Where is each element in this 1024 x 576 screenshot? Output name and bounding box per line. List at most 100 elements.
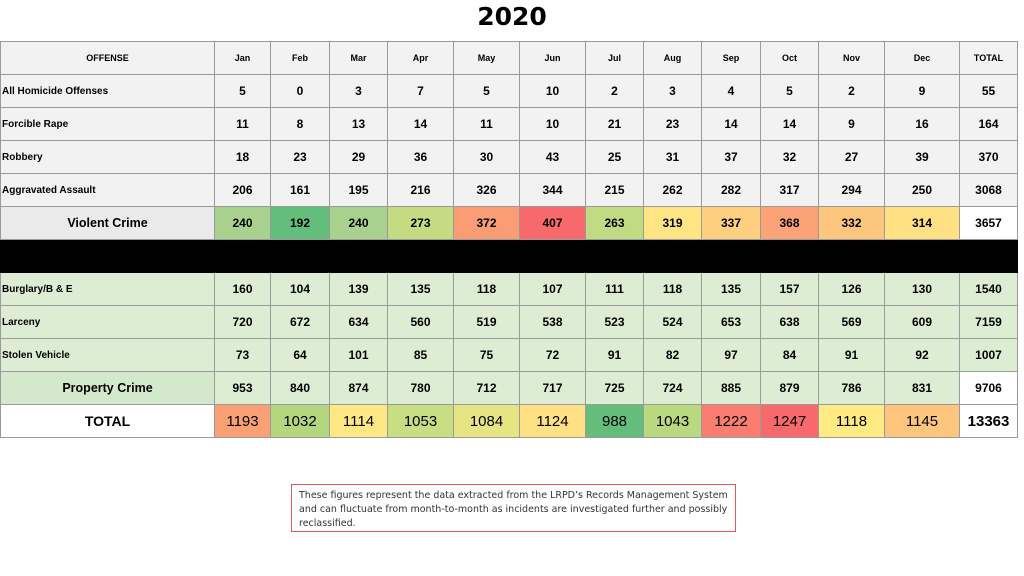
month-value: 97 bbox=[701, 338, 761, 372]
column-header: TOTAL bbox=[959, 41, 1018, 75]
month-value: 326 bbox=[453, 173, 520, 207]
property-crime-total: 9706 bbox=[959, 371, 1018, 405]
month-value: 10 bbox=[519, 107, 586, 141]
violent-month-value: 273 bbox=[387, 206, 454, 240]
offense-label: All Homicide Offenses bbox=[0, 74, 215, 108]
grand-month-value: 1053 bbox=[387, 404, 454, 438]
month-value: 11 bbox=[214, 107, 271, 141]
month-value: 64 bbox=[270, 338, 330, 372]
month-value: 72 bbox=[519, 338, 586, 372]
offense-row: Aggravated Assault 206 161 195 216 326 344 215 2… bbox=[0, 173, 1018, 207]
month-value: 23 bbox=[643, 107, 702, 141]
violent-month-value: 372 bbox=[453, 206, 520, 240]
offense-label: Stolen Vehicle bbox=[0, 338, 215, 372]
offense-header: OFFENSE bbox=[0, 41, 215, 75]
grand-month-value: 1114 bbox=[329, 404, 388, 438]
month-value: 216 bbox=[387, 173, 454, 207]
offense-label: Burglary/B & E bbox=[0, 272, 215, 306]
month-value: 10 bbox=[519, 74, 586, 108]
row-total: 164 bbox=[959, 107, 1018, 141]
property-month-value: 712 bbox=[453, 371, 520, 405]
column-header: Sep bbox=[701, 41, 761, 75]
month-value: 560 bbox=[387, 305, 454, 339]
column-header: Mar bbox=[329, 41, 388, 75]
separator-band bbox=[0, 239, 1018, 273]
month-value: 11 bbox=[453, 107, 520, 141]
month-value: 18 bbox=[214, 140, 271, 174]
crime-statistics-table: OFFENSE Jan Feb Mar Apr May Jun Jul Aug Sep Oct Nov… bbox=[0, 41, 1018, 438]
violent-month-value: 192 bbox=[270, 206, 330, 240]
column-header: Feb bbox=[270, 41, 330, 75]
header-row: OFFENSE Jan Feb Mar Apr May Jun Jul Aug Sep Oct Nov… bbox=[0, 41, 1018, 75]
month-value: 118 bbox=[453, 272, 520, 306]
row-total: 370 bbox=[959, 140, 1018, 174]
column-header: Apr bbox=[387, 41, 454, 75]
month-value: 5 bbox=[760, 74, 819, 108]
column-header: Oct bbox=[760, 41, 819, 75]
month-value: 609 bbox=[884, 305, 960, 339]
row-total: 1540 bbox=[959, 272, 1018, 306]
month-value: 634 bbox=[329, 305, 388, 339]
month-value: 524 bbox=[643, 305, 702, 339]
month-value: 135 bbox=[701, 272, 761, 306]
month-value: 135 bbox=[387, 272, 454, 306]
month-value: 32 bbox=[760, 140, 819, 174]
month-value: 82 bbox=[643, 338, 702, 372]
row-total: 55 bbox=[959, 74, 1018, 108]
grand-month-value: 1222 bbox=[701, 404, 761, 438]
offense-row: Larceny 720 672 634 560 519 538 523 524 653 638 569… bbox=[0, 305, 1018, 339]
month-value: 139 bbox=[329, 272, 388, 306]
grand-month-value: 1193 bbox=[214, 404, 271, 438]
violent-month-value: 407 bbox=[519, 206, 586, 240]
month-value: 43 bbox=[519, 140, 586, 174]
month-value: 250 bbox=[884, 173, 960, 207]
month-value: 9 bbox=[884, 74, 960, 108]
violent-month-value: 319 bbox=[643, 206, 702, 240]
month-value: 23 bbox=[270, 140, 330, 174]
month-value: 157 bbox=[760, 272, 819, 306]
month-value: 195 bbox=[329, 173, 388, 207]
column-header: Jul bbox=[585, 41, 644, 75]
month-value: 101 bbox=[329, 338, 388, 372]
violent-month-value: 314 bbox=[884, 206, 960, 240]
month-value: 672 bbox=[270, 305, 330, 339]
violent-month-value: 337 bbox=[701, 206, 761, 240]
offense-row: Stolen Vehicle 73 64 101 85 75 72 91 82 97 84 91 92 1… bbox=[0, 338, 1018, 372]
month-value: 29 bbox=[329, 140, 388, 174]
violent-crime-label: Violent Crime bbox=[0, 206, 215, 240]
violent-month-value: 263 bbox=[585, 206, 644, 240]
month-value: 14 bbox=[387, 107, 454, 141]
property-month-value: 717 bbox=[519, 371, 586, 405]
grand-total-value: 13363 bbox=[959, 404, 1018, 438]
property-month-value: 831 bbox=[884, 371, 960, 405]
month-value: 107 bbox=[519, 272, 586, 306]
column-header: Dec bbox=[884, 41, 960, 75]
row-total: 7159 bbox=[959, 305, 1018, 339]
month-value: 126 bbox=[818, 272, 885, 306]
property-crime-row: Property Crime 953 840 874 780 712 717 725 724 88… bbox=[0, 371, 1018, 405]
month-value: 0 bbox=[270, 74, 330, 108]
property-month-value: 780 bbox=[387, 371, 454, 405]
property-month-value: 879 bbox=[760, 371, 819, 405]
grand-month-value: 1084 bbox=[453, 404, 520, 438]
month-value: 14 bbox=[760, 107, 819, 141]
violent-month-value: 368 bbox=[760, 206, 819, 240]
month-value: 37 bbox=[701, 140, 761, 174]
month-value: 262 bbox=[643, 173, 702, 207]
month-value: 5 bbox=[453, 74, 520, 108]
month-value: 4 bbox=[701, 74, 761, 108]
violent-month-value: 240 bbox=[214, 206, 271, 240]
month-value: 2 bbox=[818, 74, 885, 108]
grand-month-value: 988 bbox=[585, 404, 644, 438]
month-value: 8 bbox=[270, 107, 330, 141]
grand-total-label: TOTAL bbox=[0, 404, 215, 438]
grand-month-value: 1118 bbox=[818, 404, 885, 438]
separator-cell bbox=[0, 239, 1018, 273]
month-value: 27 bbox=[818, 140, 885, 174]
month-value: 92 bbox=[884, 338, 960, 372]
column-header: Nov bbox=[818, 41, 885, 75]
month-value: 91 bbox=[585, 338, 644, 372]
month-value: 36 bbox=[387, 140, 454, 174]
month-value: 30 bbox=[453, 140, 520, 174]
month-value: 118 bbox=[643, 272, 702, 306]
